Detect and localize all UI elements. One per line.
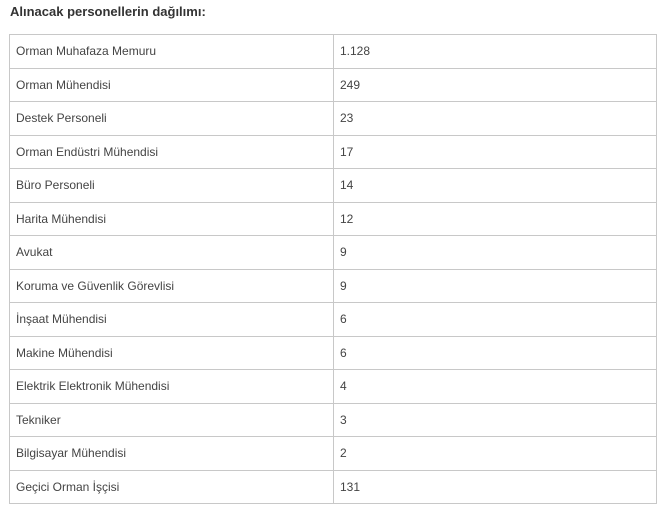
count-cell: 4 bbox=[333, 369, 657, 404]
role-cell: İnşaat Mühendisi bbox=[9, 302, 334, 337]
count-cell: 249 bbox=[333, 67, 657, 102]
role-cell: Orman Muhafaza Memuru bbox=[9, 34, 334, 69]
role-cell: Harita Mühendisi bbox=[9, 201, 334, 236]
table-row: Orman Endüstri Mühendisi 17 bbox=[9, 134, 657, 169]
table-row: Tekniker 3 bbox=[9, 402, 657, 437]
table-row: Elektrik Elektronik Mühendisi 4 bbox=[9, 369, 657, 404]
table-row: Büro Personeli 14 bbox=[9, 168, 657, 203]
role-cell: Avukat bbox=[9, 235, 334, 270]
table-row: Orman Muhafaza Memuru 1.128 bbox=[9, 34, 657, 69]
count-cell: 9 bbox=[333, 235, 657, 270]
count-cell: 131 bbox=[333, 469, 657, 504]
role-cell: Elektrik Elektronik Mühendisi bbox=[9, 369, 334, 404]
table-row: Bilgisayar Mühendisi 2 bbox=[9, 436, 657, 471]
count-cell: 1.128 bbox=[333, 34, 657, 69]
count-cell: 6 bbox=[333, 335, 657, 370]
personnel-table: Orman Muhafaza Memuru 1.128 Orman Mühendis… bbox=[9, 34, 657, 504]
role-cell: Orman Mühendisi bbox=[9, 67, 334, 102]
count-cell: 2 bbox=[333, 436, 657, 471]
section-title: Alınacak personellerin dağılımı: bbox=[10, 4, 206, 19]
count-cell: 6 bbox=[333, 302, 657, 337]
table-row: Geçici Orman İşçisi 131 bbox=[9, 469, 657, 504]
table-row: Harita Mühendisi 12 bbox=[9, 201, 657, 236]
role-cell: Destek Personeli bbox=[9, 101, 334, 136]
role-cell: Bilgisayar Mühendisi bbox=[9, 436, 334, 471]
table-row: İnşaat Mühendisi 6 bbox=[9, 302, 657, 337]
role-cell: Tekniker bbox=[9, 402, 334, 437]
table-row: Destek Personeli 23 bbox=[9, 101, 657, 136]
role-cell: Geçici Orman İşçisi bbox=[9, 469, 334, 504]
role-cell: Koruma ve Güvenlik Görevlisi bbox=[9, 268, 334, 303]
count-cell: 3 bbox=[333, 402, 657, 437]
count-cell: 9 bbox=[333, 268, 657, 303]
count-cell: 12 bbox=[333, 201, 657, 236]
table-row: Koruma ve Güvenlik Görevlisi 9 bbox=[9, 268, 657, 303]
count-cell: 14 bbox=[333, 168, 657, 203]
count-cell: 23 bbox=[333, 101, 657, 136]
table-row: Makine Mühendisi 6 bbox=[9, 335, 657, 370]
role-cell: Makine Mühendisi bbox=[9, 335, 334, 370]
role-cell: Büro Personeli bbox=[9, 168, 334, 203]
count-cell: 17 bbox=[333, 134, 657, 169]
table-row: Orman Mühendisi 249 bbox=[9, 67, 657, 102]
role-cell: Orman Endüstri Mühendisi bbox=[9, 134, 334, 169]
table-row: Avukat 9 bbox=[9, 235, 657, 270]
